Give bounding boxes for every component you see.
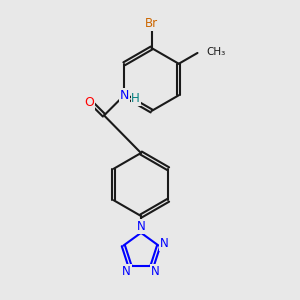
Text: N: N [122, 265, 131, 278]
Text: N: N [151, 265, 160, 278]
Text: N: N [136, 220, 146, 233]
Text: H: H [131, 92, 140, 105]
Text: Br: Br [145, 17, 158, 30]
Text: N: N [119, 89, 129, 102]
Text: CH₃: CH₃ [206, 47, 225, 57]
Text: O: O [85, 96, 94, 109]
Text: N: N [160, 237, 169, 250]
